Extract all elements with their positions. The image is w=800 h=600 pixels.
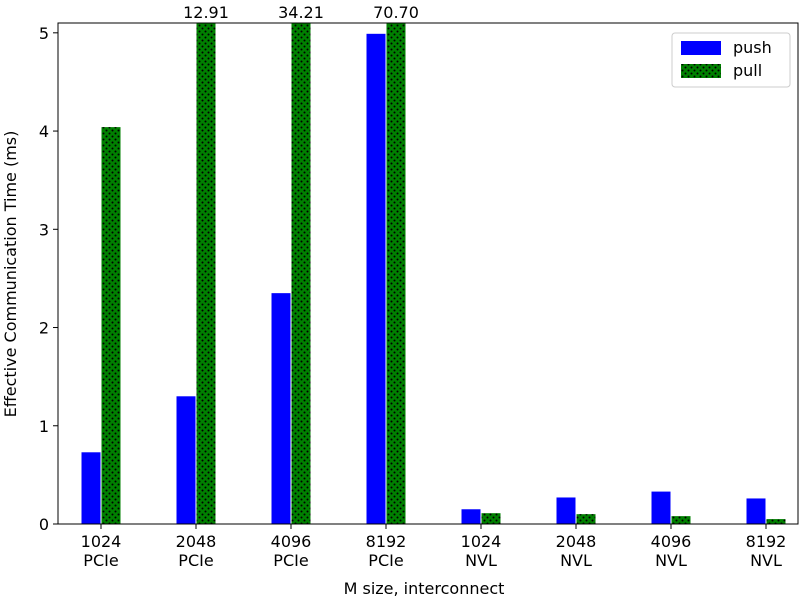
bar (576, 514, 596, 524)
y-axis-label: Effective Communication Time (ms) (1, 131, 20, 418)
legend: push pull (671, 32, 791, 88)
bar (291, 23, 311, 524)
value-label: 34.21 (278, 3, 324, 22)
bar (766, 519, 786, 524)
x-tick-label: 8192 PCIe (365, 532, 407, 570)
bar (651, 491, 671, 524)
legend-swatch (681, 64, 721, 78)
legend-label: pull (733, 61, 762, 80)
y-tick-label: 5 (39, 24, 49, 43)
y-tick-label: 4 (39, 122, 49, 141)
bar (746, 498, 766, 524)
bar (366, 33, 386, 524)
bar (81, 452, 101, 524)
x-tick-label: 4096 NVL (650, 532, 692, 570)
value-label: 12.91 (183, 3, 229, 22)
bar (481, 513, 501, 524)
x-tick-label: 8192 NVL (745, 532, 787, 570)
legend-swatch (681, 41, 721, 55)
bar (556, 497, 576, 524)
plot-area (81, 23, 786, 524)
value-label: 70.70 (373, 3, 419, 22)
bar (196, 23, 216, 524)
y-tick-label: 0 (39, 515, 49, 534)
x-tick-label: 1024 PCIe (80, 532, 122, 570)
x-tick-label: 4096 PCIe (270, 532, 312, 570)
legend-label: push (733, 38, 772, 57)
bar (271, 293, 291, 524)
x-tick-label: 2048 NVL (555, 532, 597, 570)
bar (176, 396, 196, 524)
x-tick-label: 2048 PCIe (175, 532, 217, 570)
y-tick-label: 3 (39, 220, 49, 239)
bar (461, 509, 481, 524)
y-tick-label: 2 (39, 319, 49, 338)
bar (386, 23, 406, 524)
y-tick-label: 1 (39, 417, 49, 436)
plot-frame (57, 22, 799, 525)
bar (671, 516, 691, 524)
x-tick-label: 1024 NVL (460, 532, 502, 570)
x-axis-label: M size, interconnect (344, 579, 505, 598)
bar (101, 127, 121, 524)
